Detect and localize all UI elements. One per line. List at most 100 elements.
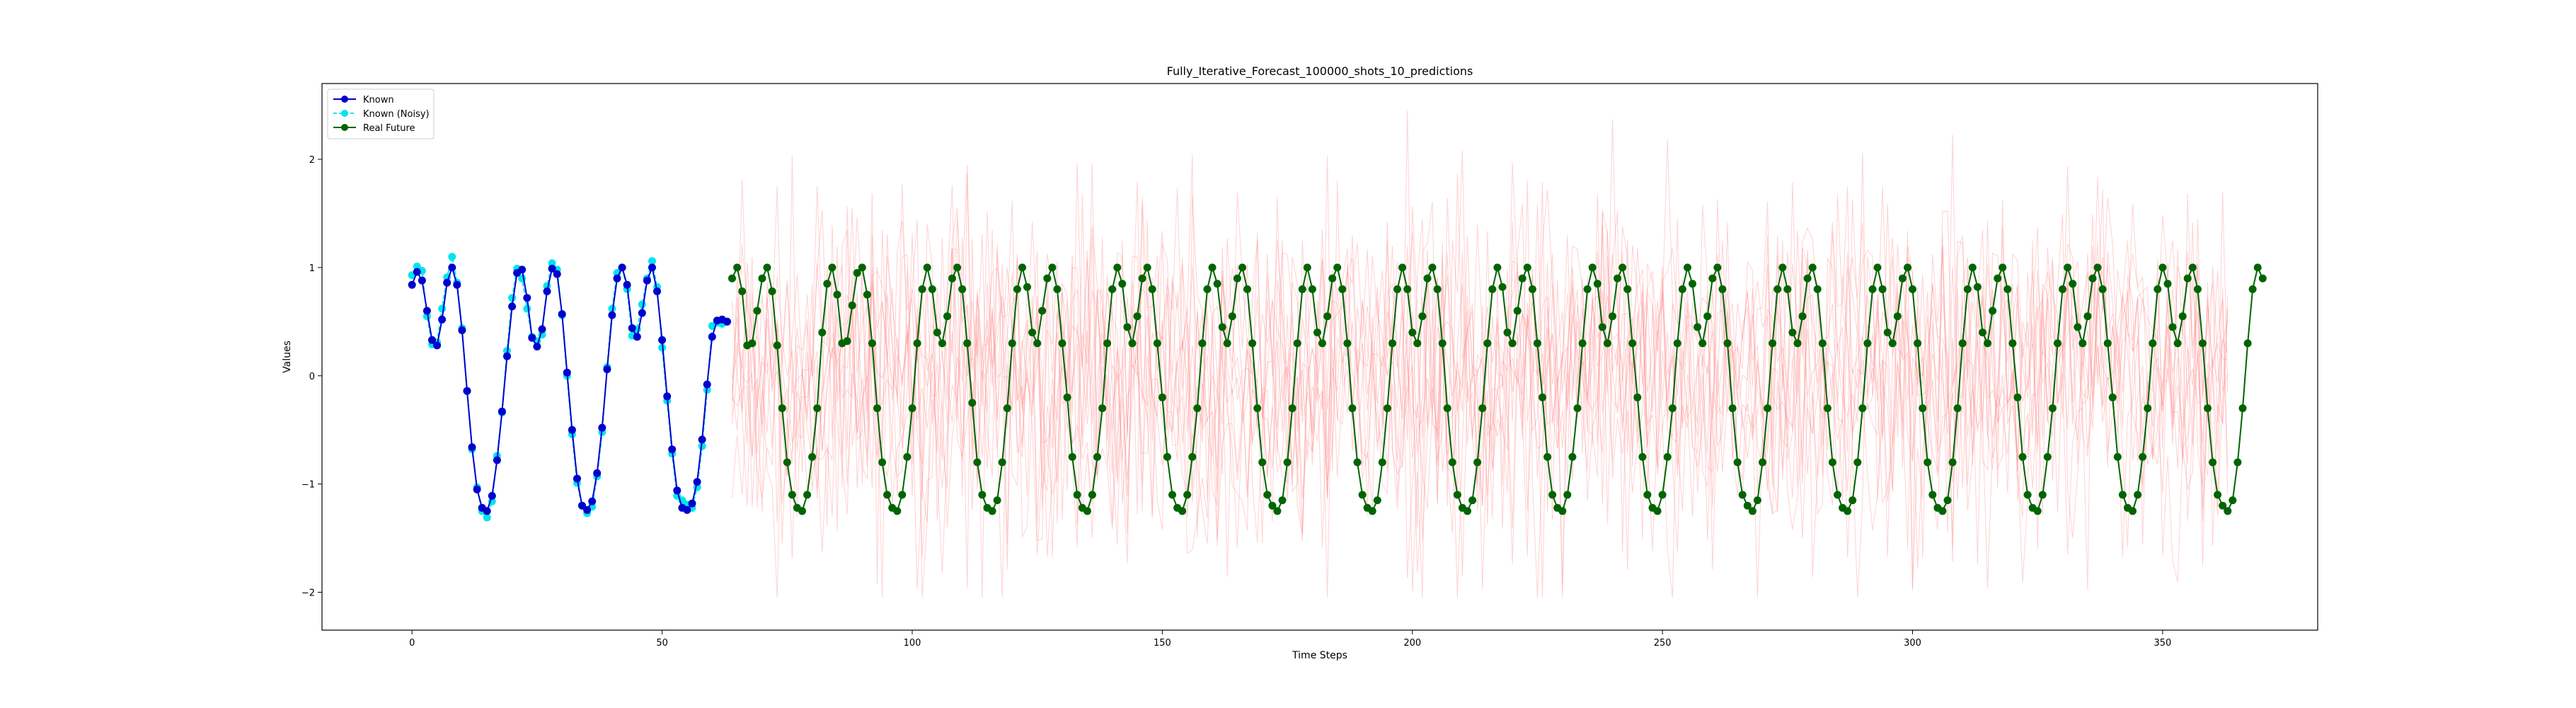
real-future-point — [1478, 404, 1487, 413]
real-future-point — [2238, 404, 2247, 413]
real-future-point — [1228, 312, 1236, 321]
real-future-point — [948, 274, 956, 282]
real-future-point — [1578, 339, 1587, 348]
real-future-point — [1748, 507, 1756, 515]
real-future-point — [1844, 507, 1852, 515]
real-future-point — [1273, 507, 1282, 515]
real-future-point — [2018, 452, 2027, 461]
real-future-point — [1073, 491, 1081, 499]
real-future-point — [2033, 507, 2042, 515]
real-future-point — [1968, 263, 1977, 272]
real-future-series — [728, 263, 2267, 515]
real-future-point — [1178, 507, 1187, 515]
real-future-point — [1133, 312, 1142, 321]
known-noisy-point — [648, 257, 656, 266]
real-future-point — [1743, 501, 1752, 510]
real-future-point — [1623, 285, 1632, 293]
known-point — [473, 485, 481, 493]
real-future-point — [1263, 491, 1272, 499]
real-future-point — [813, 404, 822, 413]
real-future-point — [1668, 404, 1677, 413]
real-future-point — [1418, 312, 1427, 321]
real-future-point — [1438, 339, 1447, 348]
real-future-point — [833, 290, 841, 299]
known-point — [458, 326, 466, 334]
real-future-point — [1308, 285, 1316, 293]
real-future-point — [2158, 263, 2167, 272]
real-future-point — [1513, 307, 1522, 315]
real-future-point — [1198, 339, 1207, 348]
known-point — [633, 333, 641, 341]
known-point — [483, 507, 491, 515]
legend-label-real-future: Real Future — [363, 123, 415, 134]
real-future-point — [2064, 263, 2072, 272]
real-future-point — [1798, 312, 1807, 321]
real-future-point — [2209, 458, 2217, 467]
known-point — [448, 263, 456, 272]
known-point — [683, 506, 691, 514]
real-future-point — [1398, 263, 1407, 272]
real-future-point — [2078, 339, 2087, 348]
known-point — [608, 311, 616, 319]
real-future-point — [1673, 339, 1681, 348]
real-future-point — [1548, 491, 1557, 499]
legend-entry-known: Known — [333, 95, 394, 105]
real-future-point — [1793, 339, 1802, 348]
x-axis: 0 50 100 150 200 250 300 350 — [409, 630, 2171, 649]
real-future-point — [2023, 491, 2032, 499]
real-future-point — [1834, 491, 1841, 499]
known-noisy-point — [483, 513, 491, 522]
real-future-point — [2069, 280, 2077, 288]
real-future-point — [1628, 339, 1637, 348]
real-future-point — [2198, 339, 2207, 348]
real-future-point — [878, 458, 887, 467]
real-future-point — [1873, 263, 1882, 272]
real-future-point — [1353, 458, 1362, 467]
real-future-point — [1703, 312, 1712, 321]
real-future-point — [2224, 507, 2232, 515]
real-future-point — [1888, 339, 1897, 348]
known-point — [528, 333, 536, 342]
known-point — [623, 280, 631, 289]
known-point — [693, 478, 701, 486]
legend: Known Known (Noisy) Real Future — [327, 88, 435, 139]
known-point — [723, 317, 731, 326]
real-future-point — [1468, 496, 1477, 505]
real-future-point — [2088, 274, 2097, 282]
real-future-point — [1433, 285, 1442, 293]
known-point — [418, 276, 426, 285]
real-future-point — [1769, 339, 1777, 348]
real-future-point — [1718, 285, 1727, 293]
known-noisy-point — [638, 300, 646, 309]
known-point — [413, 268, 421, 276]
real-future-point — [1828, 458, 1836, 467]
real-future-point — [1543, 452, 1552, 461]
real-future-point — [1428, 263, 1437, 272]
real-future-point — [1103, 339, 1112, 348]
real-future-point — [1603, 339, 1611, 348]
real-future-point — [1633, 393, 1642, 401]
real-future-point — [1914, 339, 1922, 348]
real-future-point — [1614, 274, 1621, 282]
real-future-point — [1503, 329, 1512, 337]
real-future-point — [2043, 452, 2052, 461]
real-future-point — [788, 491, 796, 499]
legend-entry-known-noisy: Known (Noisy) — [333, 109, 430, 120]
prediction-trajectory — [732, 150, 2229, 598]
real-future-point — [848, 301, 856, 309]
real-future-point — [818, 329, 827, 337]
real-future-point — [2253, 263, 2262, 272]
prediction-trajectory — [732, 182, 2229, 598]
known-noisy-point — [608, 304, 616, 313]
real-future-point — [1483, 339, 1492, 348]
y-axis: −2 −1 0 1 2 — [301, 155, 322, 598]
real-future-point — [1333, 263, 1342, 272]
known-point — [518, 266, 527, 274]
real-future-point — [1448, 458, 1456, 467]
y-tick-label: 1 — [309, 263, 315, 274]
real-future-point — [968, 399, 977, 407]
real-future-point — [863, 290, 871, 299]
real-future-point — [2219, 501, 2227, 510]
y-tick-label: −1 — [301, 480, 315, 491]
real-future-point — [2048, 404, 2057, 413]
